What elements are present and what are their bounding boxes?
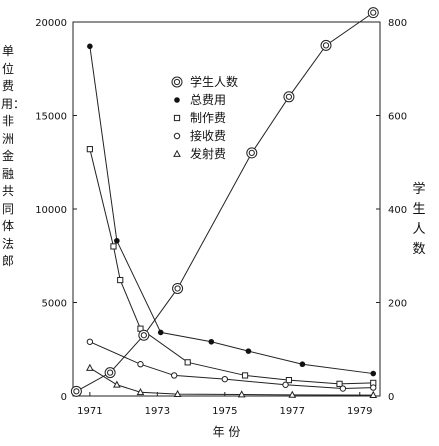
- series-line: [76, 12, 374, 392]
- data-point: [299, 361, 306, 368]
- data-point: [245, 348, 252, 354]
- data-point: [283, 91, 295, 103]
- data-point-inner: [173, 78, 181, 86]
- data-point: [320, 39, 332, 51]
- data-point: [282, 381, 289, 388]
- legend-label: 接收费: [190, 128, 226, 143]
- series-2: [86, 146, 377, 387]
- y-left-tick-label: 10000: [35, 205, 67, 216]
- data-point: [288, 390, 297, 398]
- data-point: [241, 372, 249, 379]
- left-axis-label: 单位费用：非洲金融共同体法郎: [1, 44, 26, 268]
- data-point-inner: [174, 285, 181, 292]
- x-axis-label: 年 份: [213, 425, 241, 439]
- data-point: [87, 43, 93, 50]
- y-right-tick-label: 400: [388, 205, 407, 216]
- data-point: [104, 367, 116, 379]
- data-point-inner: [107, 369, 114, 376]
- data-point: [370, 370, 377, 377]
- data-point: [171, 372, 178, 379]
- data-point: [114, 237, 120, 244]
- data-point: [173, 149, 181, 157]
- series-0: [70, 7, 379, 397]
- data-point-inner: [322, 42, 330, 49]
- x-tick-label: 1973: [145, 406, 170, 417]
- y-right-tick-label: 600: [388, 112, 407, 123]
- data-point: [208, 338, 215, 345]
- data-point: [86, 338, 94, 345]
- data-point-inner: [73, 388, 80, 395]
- data-point-inner: [140, 332, 147, 339]
- series-4: [86, 363, 378, 398]
- x-tick-label: 1975: [212, 406, 237, 417]
- data-point: [336, 380, 343, 387]
- legend-label: 发射费: [190, 146, 226, 161]
- right-axis-label: 学生人数: [412, 182, 426, 257]
- legend-label: 制作费: [190, 111, 226, 125]
- y-right-tick-label: 800: [388, 18, 407, 29]
- data-point-inner: [248, 149, 255, 156]
- data-point: [86, 363, 94, 371]
- data-point: [221, 375, 229, 383]
- data-point: [367, 7, 379, 19]
- y-left-tick-label: 0: [61, 392, 67, 403]
- series-line: [89, 341, 374, 390]
- data-point: [113, 380, 121, 388]
- data-point: [70, 385, 82, 397]
- data-point: [339, 385, 347, 392]
- legend-label: 学生人数: [190, 74, 238, 89]
- y-left-tick-label: 20000: [35, 18, 67, 29]
- data-point: [184, 359, 191, 366]
- data-point: [246, 147, 258, 159]
- y-left-tick-label: 15000: [35, 112, 67, 123]
- data-point: [173, 132, 181, 140]
- data-point: [86, 146, 93, 153]
- legend-label: 总费用: [190, 93, 226, 107]
- series-3: [86, 338, 377, 392]
- data-point: [173, 389, 182, 398]
- data-point: [171, 76, 183, 88]
- data-point: [117, 276, 124, 284]
- data-point: [110, 243, 117, 250]
- data-point: [369, 390, 378, 398]
- data-point: [285, 377, 293, 384]
- y-right-tick-label: 0: [388, 392, 394, 403]
- data-point-inner: [370, 9, 377, 16]
- data-point: [172, 282, 184, 294]
- data-point: [136, 388, 145, 396]
- data-point: [173, 114, 181, 122]
- x-tick-label: 1977: [280, 406, 305, 417]
- series-1: [87, 43, 377, 377]
- data-point: [370, 384, 377, 391]
- x-tick-label: 1971: [77, 406, 102, 417]
- y-left-tick-label: 5000: [42, 299, 67, 310]
- data-point: [174, 97, 180, 103]
- data-point: [137, 361, 144, 368]
- y-right-tick-label: 200: [388, 299, 407, 310]
- data-point-inner: [285, 93, 293, 100]
- data-point: [138, 329, 150, 341]
- x-tick-label: 1979: [347, 406, 372, 417]
- data-point: [157, 329, 164, 336]
- series-line: [89, 46, 374, 375]
- data-point: [237, 390, 246, 398]
